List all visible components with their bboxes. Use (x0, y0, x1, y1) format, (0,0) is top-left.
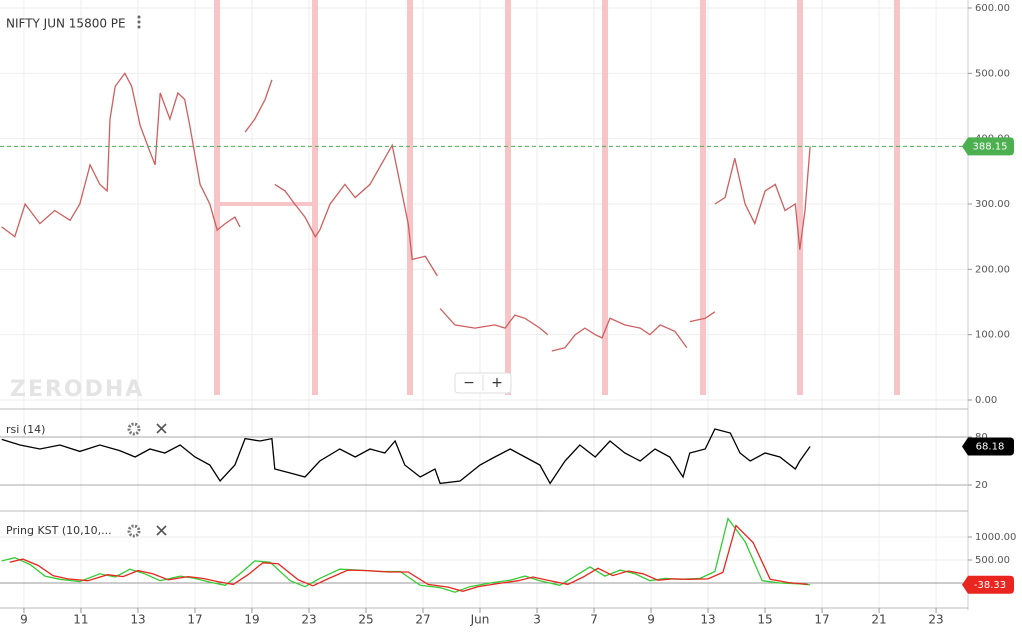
badge-label: 388.15 (973, 141, 1008, 152)
badge-shape (962, 575, 1014, 594)
y-tick-label: 0.00 (975, 395, 997, 406)
last-value-badge: 68.18 (962, 437, 1014, 456)
x-tick-label: 19 (244, 613, 259, 627)
y-tick-label: 500.00 (975, 555, 1010, 566)
x-tick-label: 3 (533, 613, 541, 627)
zoom-in[interactable]: + (491, 375, 503, 391)
expiry-bands (214, 0, 900, 395)
x-tick-label: 25 (358, 613, 373, 627)
x-tick-label: 13 (130, 613, 145, 627)
series-line (1, 428, 811, 485)
x-tick-label: Jun (470, 613, 490, 627)
settings-icon[interactable] (127, 524, 141, 538)
x-tick-label: 17 (187, 613, 202, 627)
x-tick-label: 9 (20, 613, 28, 627)
x-tick-label: 13 (700, 613, 715, 627)
panel-title: rsi (14) (6, 423, 45, 436)
menu-icon[interactable] (137, 15, 141, 29)
badge-label: -38.33 (974, 580, 1006, 591)
y-tick-label: 500.00 (975, 68, 1010, 79)
series-line (1, 72, 811, 352)
settings-icon[interactable] (127, 422, 141, 436)
y-tick-label: 100.00 (975, 330, 1010, 341)
close-icon[interactable] (156, 423, 167, 434)
series-line (9, 524, 808, 592)
panel-title: Pring KST (10,10,... (6, 524, 112, 537)
last-value-badge: 388.15 (962, 137, 1014, 156)
x-tick-label: 17 (814, 613, 829, 627)
zoom-control[interactable]: − + (454, 372, 512, 394)
x-tick-label: 7 (590, 613, 598, 627)
badge-shape (962, 137, 1014, 156)
y-tick-label: 300.00 (975, 199, 1010, 210)
y-tick-label: 20 (975, 480, 988, 491)
x-tick-label: 9 (647, 613, 655, 627)
x-tick-label: 11 (73, 613, 88, 627)
close-icon[interactable] (156, 525, 167, 536)
grid (0, 0, 968, 608)
badge-shape (962, 437, 1014, 456)
y-tick-label: 1000.00 (975, 532, 1016, 543)
x-tick-label: 27 (415, 613, 430, 627)
y-tick-label: 600.00 (975, 3, 1010, 14)
x-tick-label: 21 (871, 613, 886, 627)
zoom-out[interactable]: − (463, 375, 475, 391)
badge-label: 68.18 (976, 441, 1005, 452)
chart-title: NIFTY JUN 15800 PE (6, 17, 126, 31)
last-value-badge: -38.33 (962, 575, 1014, 594)
watermark: ZERODHA (10, 377, 144, 402)
x-tick-label: 23 (301, 613, 316, 627)
y-tick-label: 200.00 (975, 264, 1010, 275)
x-tick-label: 23 (928, 613, 943, 627)
x-tick-label: 15 (757, 613, 772, 627)
